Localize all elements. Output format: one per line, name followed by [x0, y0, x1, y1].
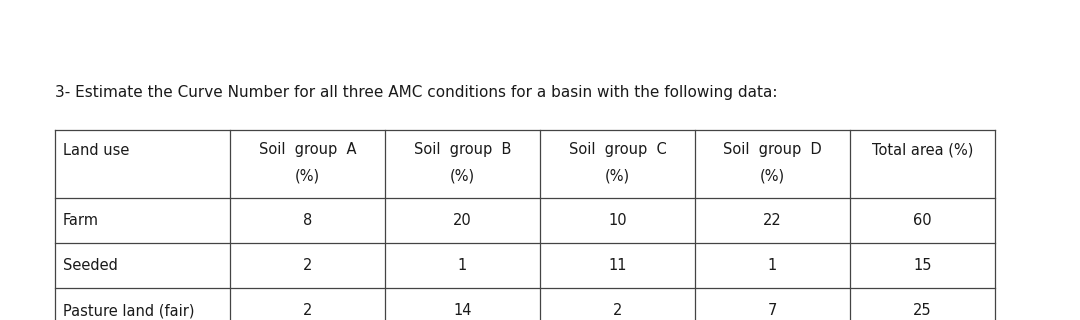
Text: Seeded: Seeded — [63, 258, 118, 273]
Text: 11: 11 — [608, 258, 626, 273]
Text: Farm: Farm — [63, 213, 99, 228]
Text: (%): (%) — [605, 169, 630, 184]
Text: 25: 25 — [914, 303, 932, 318]
Text: 22: 22 — [764, 213, 782, 228]
Text: Land use: Land use — [63, 143, 130, 158]
Text: 20: 20 — [454, 213, 472, 228]
Text: 7: 7 — [768, 303, 778, 318]
Text: 2: 2 — [612, 303, 622, 318]
Text: Pasture land (fair): Pasture land (fair) — [63, 303, 194, 318]
Text: (%): (%) — [760, 169, 785, 184]
Text: Soil  group  A: Soil group A — [259, 141, 356, 156]
Text: Soil  group  C: Soil group C — [569, 141, 666, 156]
Text: 15: 15 — [914, 258, 932, 273]
Text: 14: 14 — [454, 303, 472, 318]
Text: 3- Estimate the Curve Number for all three AMC conditions for a basin with the f: 3- Estimate the Curve Number for all thr… — [55, 85, 778, 100]
Text: 10: 10 — [608, 213, 626, 228]
Text: 8: 8 — [302, 213, 312, 228]
Text: Total area (%): Total area (%) — [872, 143, 973, 158]
Text: 2: 2 — [302, 258, 312, 273]
Text: 60: 60 — [914, 213, 932, 228]
Text: 2: 2 — [302, 303, 312, 318]
Text: Soil  group  B: Soil group B — [414, 141, 511, 156]
Text: (%): (%) — [295, 169, 320, 184]
Text: Soil  group  D: Soil group D — [724, 141, 822, 156]
Text: 1: 1 — [768, 258, 778, 273]
Text: 1: 1 — [458, 258, 468, 273]
Text: (%): (%) — [450, 169, 475, 184]
